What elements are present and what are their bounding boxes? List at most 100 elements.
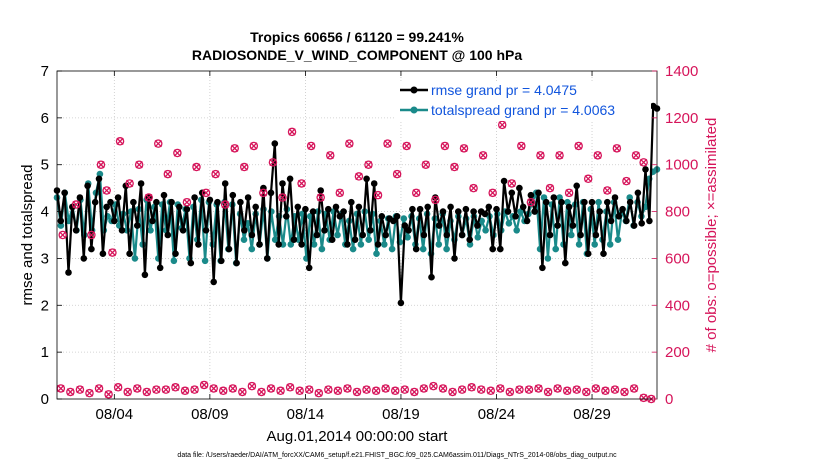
legend: rmse grand pr = 4.0475 totalspread grand…: [396, 81, 651, 121]
obs-marker-cross: [401, 385, 409, 394]
obs-marker-cross: [297, 179, 306, 188]
data-point-spread: [568, 231, 575, 239]
data-point-rmse: [305, 264, 313, 272]
obs-assimilated-point: [113, 383, 123, 392]
obs-assimilated-point: [429, 381, 438, 391]
obs-marker-cross: [221, 200, 229, 209]
obs-marker-circle: [211, 169, 220, 179]
x-tick-label: 08/19: [382, 406, 420, 423]
obs-marker-cross: [229, 384, 237, 393]
obs-possible-point: [631, 151, 641, 160]
y-right-tick-label: 1400: [665, 63, 698, 80]
obs-marker-cross: [391, 387, 399, 395]
data-point-rmse: [550, 194, 558, 201]
data-point-spread: [57, 222, 65, 229]
obs-marker-circle: [545, 183, 555, 193]
obs-possible-point: [526, 197, 536, 207]
obs-marker-circle: [392, 169, 402, 179]
obs-layer: [56, 120, 656, 404]
obs-marker-cross: [536, 151, 545, 160]
obs-marker-cross: [429, 382, 438, 390]
obs-marker-cross: [211, 170, 220, 178]
obs-marker-cross: [422, 161, 430, 169]
obs-marker-cross: [210, 384, 218, 393]
data-point-rmse: [283, 213, 290, 220]
obs-assimilated-point: [94, 384, 104, 393]
obs-possible-point: [536, 151, 545, 160]
data-point-rmse: [313, 231, 321, 239]
obs-assimilated-point: [639, 393, 648, 403]
obs-marker-cross: [372, 387, 380, 395]
obs-assimilated-point: [467, 383, 476, 392]
data-point-rmse: [512, 213, 519, 220]
data-point-rmse: [99, 250, 107, 257]
obs-possible-point: [564, 188, 574, 198]
obs-possible-point: [163, 169, 173, 179]
data-point-rmse: [489, 245, 497, 253]
legend-label-rmse: rmse grand pr = 4.0475: [431, 82, 577, 98]
obs-assimilated-point: [152, 385, 161, 394]
obs-marker-circle: [285, 383, 295, 392]
obs-possible-point: [603, 186, 612, 195]
obs-marker-cross: [496, 384, 504, 393]
obs-marker-cross: [286, 383, 294, 391]
obs-marker-cross: [171, 383, 180, 391]
obs-marker-cross: [181, 387, 189, 395]
obs-marker-circle: [154, 139, 163, 148]
obs-marker-circle: [230, 144, 239, 153]
data-point-rmse: [61, 189, 68, 197]
obs-marker-cross: [632, 151, 640, 160]
obs-possible-point: [612, 144, 622, 153]
obs-assimilated-point: [295, 386, 304, 396]
obs-assimilated-point: [238, 387, 247, 397]
obs-assimilated-point: [190, 385, 199, 394]
data-point-spread: [357, 241, 365, 248]
data-point-rmse: [355, 203, 363, 211]
obs-marker-cross: [192, 163, 201, 171]
data-point-spread: [373, 250, 380, 257]
obs-marker-cross: [448, 388, 457, 396]
obs-assimilated-point: [228, 384, 238, 393]
obs-possible-point: [58, 230, 67, 240]
obs-marker-circle: [572, 385, 581, 394]
obs-marker-circle: [496, 384, 505, 393]
obs-marker-circle: [125, 179, 134, 188]
obs-marker-circle: [450, 162, 459, 172]
data-point-rmse: [210, 278, 217, 286]
obs-possible-point: [220, 200, 230, 209]
obs-marker-cross: [515, 385, 524, 394]
data-point-rmse: [141, 271, 149, 279]
obs-marker-circle: [182, 197, 192, 207]
obs-marker-circle: [58, 230, 67, 240]
obs-marker-cross: [343, 384, 352, 393]
obs-marker-circle: [104, 390, 113, 399]
data-point-rmse: [474, 222, 481, 229]
obs-marker-circle: [316, 193, 325, 202]
obs-marker-cross: [296, 387, 304, 395]
obs-marker-cross: [393, 170, 401, 178]
obs-marker-circle: [515, 385, 524, 394]
data-point-rmse: [646, 217, 653, 225]
obs-marker-cross: [420, 384, 428, 393]
data-point-rmse: [107, 198, 114, 206]
y-right-tick-label: 600: [665, 250, 690, 267]
obs-marker-circle: [335, 188, 345, 198]
obs-assimilated-point: [199, 380, 209, 390]
data-point-rmse: [493, 205, 500, 213]
obs-possible-point: [507, 179, 517, 188]
obs-marker-circle: [278, 193, 287, 202]
obs-assimilated-point: [419, 384, 429, 393]
obs-marker-circle: [497, 120, 507, 130]
obs-possible-point: [639, 158, 648, 167]
data-point-rmse: [370, 180, 378, 187]
data-point-rmse: [592, 231, 600, 239]
obs-assimilated-point: [161, 385, 171, 394]
data-point-rmse: [88, 245, 95, 253]
obs-possible-point: [96, 160, 106, 169]
x-tick-label: 08/04: [96, 406, 134, 423]
obs-assimilated-point: [66, 387, 75, 397]
data-point-rmse: [638, 220, 645, 227]
data-point-rmse: [126, 250, 133, 257]
obs-possible-point: [102, 186, 111, 195]
obs-marker-circle: [373, 190, 383, 200]
